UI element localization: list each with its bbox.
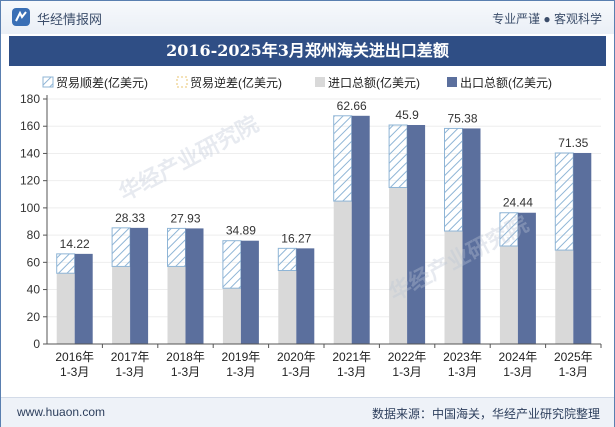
- export-bar: [517, 212, 536, 344]
- legend-label: 出口总额(亿美元): [460, 75, 552, 90]
- import-bar: [499, 246, 518, 344]
- y-tick-label: 40: [27, 283, 41, 297]
- surplus-bar: [111, 227, 131, 267]
- surplus-value-label: 24.44: [503, 196, 533, 210]
- import-bar: [278, 270, 297, 344]
- x-tick-label: 1-3月: [503, 365, 532, 379]
- import-bar: [333, 201, 352, 344]
- x-tick-label: 2016年: [55, 350, 94, 364]
- surplus-bar: [56, 253, 76, 274]
- export-bar: [130, 227, 149, 344]
- footer-site: www.huaon.com: [17, 405, 106, 419]
- import-bar: [555, 250, 574, 344]
- x-tick-label: 1-3月: [337, 365, 366, 379]
- y-tick-label: 160: [20, 119, 40, 133]
- export-bar: [240, 240, 259, 344]
- x-tick-label: 1-3月: [448, 365, 477, 379]
- export-bar: [462, 128, 481, 344]
- top-bar: 华经情报网 专业严谨 ● 客观科学: [1, 1, 614, 34]
- legend-label: 贸易逆差(亿美元): [190, 75, 282, 90]
- footer-source: 数据来源：中国海关，华经产业研究院整理: [371, 407, 600, 421]
- export-bar: [185, 228, 204, 344]
- surplus-bar: [499, 212, 519, 247]
- export-bar: [407, 124, 426, 344]
- x-tick-label: 1-3月: [115, 365, 144, 379]
- surplus-value-label: 14.22: [60, 237, 90, 251]
- y-tick-label: 80: [27, 228, 41, 242]
- y-tick-label: 20: [27, 310, 41, 324]
- x-tick-label: 2018年: [166, 350, 205, 364]
- surplus-value-label: 75.38: [447, 111, 477, 125]
- bar-chart: 14.22 28.33 27.93 34.89 16.27 62.66 45.9 75.38 2…: [20, 75, 602, 379]
- y-tick-label: 100: [20, 201, 40, 215]
- surplus-bar: [333, 115, 353, 202]
- x-tick-label: 1-3月: [60, 365, 89, 379]
- x-tick-label: 1-3月: [171, 365, 200, 379]
- import-bar: [222, 288, 241, 344]
- surplus-value-label: 16.27: [281, 231, 311, 245]
- import-bar: [444, 231, 463, 344]
- x-tick-label: 2021年: [332, 350, 371, 364]
- x-tick-label: 1-3月: [282, 365, 311, 379]
- x-tick-label: 2019年: [222, 350, 261, 364]
- y-tick-label: 0: [33, 337, 40, 351]
- y-tick-label: 120: [20, 174, 40, 188]
- surplus-value-label: 28.33: [115, 211, 145, 225]
- x-tick-label: 2017年: [111, 350, 150, 364]
- x-tick-label: 2022年: [388, 350, 427, 364]
- export-bar: [573, 152, 592, 344]
- surplus-value-label: 62.66: [337, 99, 367, 113]
- chart-title: 2016-2025年3月郑州海关进出口差额: [9, 36, 606, 66]
- x-tick-label: 1-3月: [226, 365, 255, 379]
- export-bar: [74, 253, 93, 344]
- surplus-value-label: 45.9: [395, 108, 419, 122]
- import-bar: [56, 273, 75, 344]
- surplus-bar: [222, 240, 242, 289]
- y-tick-label: 140: [20, 146, 40, 160]
- y-tick-label: 180: [20, 92, 40, 106]
- x-tick-label: 1-3月: [392, 365, 421, 379]
- x-tick-label: 2023年: [443, 350, 482, 364]
- import-bar: [389, 187, 408, 344]
- legend-swatch-export: [447, 77, 457, 87]
- import-bar: [112, 266, 131, 344]
- surplus-value-label: 27.93: [170, 211, 200, 225]
- legend-swatch-deficit: [176, 76, 188, 88]
- legend-swatch-surplus: [42, 76, 54, 88]
- x-tick-label: 1-3月: [559, 365, 588, 379]
- brand-name: 华经情报网: [37, 12, 103, 27]
- surplus-bar: [554, 152, 574, 251]
- legend-swatch-import: [315, 77, 325, 87]
- surplus-bar: [167, 227, 186, 267]
- x-tick-label: 2025年: [554, 350, 593, 364]
- import-bar: [167, 266, 186, 344]
- surplus-value-label: 34.89: [226, 224, 256, 238]
- x-tick-label: 2020年: [277, 350, 316, 364]
- surplus-bar: [277, 247, 297, 271]
- x-tick-label: 2024年: [499, 350, 538, 364]
- y-tick-label: 60: [27, 255, 41, 269]
- export-bar: [351, 115, 370, 344]
- tagline: 专业严谨 ● 客观科学: [492, 12, 602, 26]
- legend-label: 进口总额(亿美元): [328, 75, 420, 90]
- surplus-bar: [444, 127, 463, 232]
- huajing-logo-icon: [12, 8, 30, 26]
- surplus-bar: [388, 124, 408, 188]
- legend-label: 贸易顺差(亿美元): [56, 75, 148, 90]
- footer: www.huaon.com 数据来源：中国海关，华经产业研究院整理: [1, 397, 614, 427]
- surplus-value-label: 71.35: [558, 136, 588, 150]
- export-bar: [296, 248, 315, 344]
